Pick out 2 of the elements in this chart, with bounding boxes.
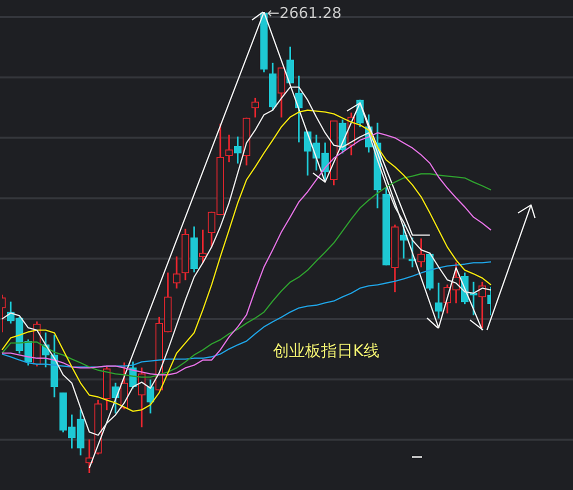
annotation: 创业板指日K线 <box>273 341 380 360</box>
annotation: ←2661.28 <box>266 4 342 22</box>
